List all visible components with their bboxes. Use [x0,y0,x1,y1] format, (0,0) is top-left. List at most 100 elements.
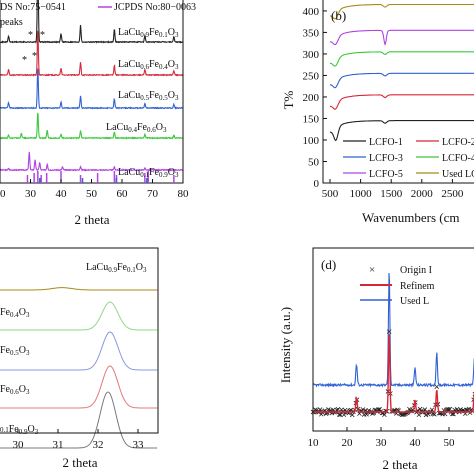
panel-d-label: (d) [321,257,336,272]
x-tick-label: 1500 [380,188,403,200]
panel-d: 10 20 30 40 50 Intensity (a.u.) 2 theta (d) … [278,247,474,472]
x-tick-label: 31 [53,439,64,451]
series-LCFO-1 [330,120,474,142]
x-tick-label: 80 [178,188,190,200]
panel-d-frame [312,247,474,432]
y-tick-label: 100 [303,135,320,147]
label-a-2: LaCu0.6Fe0.4O3 [118,59,179,71]
star-marker: * [32,51,37,62]
series-LCFO-3 [329,72,474,89]
panel-a: 20 30 40 50 60 70 80 2 theta DS No:75−0541 JCP… [0,0,196,227]
panel-b-xlabel: Wavenumbers (cm [362,210,460,225]
x-tick-label: 10 [308,437,320,449]
x-tick-label: 60 [117,188,129,200]
origin-point [341,412,347,418]
x-tick-label: 70 [147,188,159,200]
star-marker: * [28,30,33,41]
x-tick-label: 40 [410,437,422,449]
panel-b-series [329,3,474,142]
label-c-4: Fe0.6O3 [0,384,30,396]
origin-point [429,407,435,413]
panel-d-ylabel: Intensity (a.u.) [278,307,293,383]
legend-lcfo4: LCFO-4 [442,153,474,164]
label-c-2: Fe0.4O3 [0,307,30,319]
origin-point [377,407,382,412]
y-tick-label: 400 [303,6,320,18]
series-used [312,272,474,389]
origin-point [326,407,331,412]
y-tick-label: 0 [314,178,320,190]
label-a-4: LaCu0.4Fe0.6O3 [106,122,167,134]
series-Fe0.5O3 [0,331,158,371]
series-Used LCFO [330,3,474,20]
legend-lcfo1: LCFO-1 [369,137,403,148]
x-tick-label: 50 [86,188,98,200]
panel-b-legend: LCFO-1 LCFO-2 LCFO-3 LCFO-4 LCFO-5 Used … [343,137,474,180]
panel-d-ticks: 10 20 30 40 50 [308,427,456,449]
label-a-1: LaCu0.9Fe0.1O3 [118,27,179,39]
series-Fe0.4O3 [0,301,158,331]
origin-point [401,412,406,417]
x-tick-label: 30 [13,439,25,451]
origin-point [434,384,440,390]
series-refinement [313,334,474,413]
label-c-1: LaCu0.9Fe0.1O3 [86,262,147,274]
x-tick-label: 20 [0,188,6,200]
series-LaCu0.1Fe0.9O3 [0,0,183,44]
origin-point [338,412,343,418]
panel-d-legend: × Origin I Refinem Used L [360,264,435,307]
series-LaCu0.5Fe0.5O3 [0,68,183,110]
label-a-3: LaCu0.5Fe0.5O3 [118,90,179,102]
x-tick-label: 40 [56,188,68,200]
panel-c-ticks: 30 31 32 33 [13,429,144,451]
origin-point [364,412,369,417]
origin-point [417,406,423,412]
series-LCFO-4 [329,51,474,67]
origin-point [416,412,422,418]
origin-point [386,329,392,334]
legend-used-d: Used L [400,296,429,307]
star-marker: * [40,30,45,41]
series-LaCu0.6Fe0.4O3 [0,112,183,140]
origin-point [382,412,387,418]
series-Fe0.6O3 [0,365,158,409]
x-tick-label: 32 [93,439,104,451]
legend-lcfo3: LCFO-3 [369,153,403,164]
panel-a-legend: DS No:75−0541 JCPDS No:80−0063 peaks [0,2,196,28]
x-tick-label: 30 [376,437,388,449]
panel-d-series [310,272,474,418]
y-tick-label: 200 [303,92,320,104]
panel-d-xlabel: 2 theta [382,457,417,472]
series-LaCu0.9Fe0.1O3 [0,151,183,172]
panel-a-reference-marks [26,171,175,183]
panel-b-frame [322,0,474,184]
star-marker: * [22,55,27,66]
label-c-5: 0.1Fe0.9O3 [0,424,39,436]
label-c-3: Fe0.5O3 [0,345,30,357]
x-tick-label: 1000 [350,188,373,200]
origin-point [317,407,323,412]
legend-refine: Refinem [400,281,435,292]
series-0.1Fe0.9O3 [0,391,158,449]
origin-point [360,407,366,412]
legend-ds: DS No:75−0541 [0,2,66,13]
y-tick-label: 300 [303,49,320,61]
panel-a-series [0,0,183,172]
x-tick-label: 2000 [411,188,434,200]
series-LaCu0.9Fe0.1O3 [0,287,158,291]
panel-b-ylabel: T% [281,90,296,109]
legend-lcfo5: LCFO-5 [369,169,403,180]
origin-point [432,411,437,417]
x-tick-label: 30 [25,188,37,200]
legend-peaks: peaks [0,17,23,28]
panel-c-frame [0,247,159,434]
panel-b-ticks: 500 1000 1500 2000 2500 0 50 100 150 200 250 300 350… [303,6,464,200]
x-tick-label: 50 [444,437,456,449]
legend-origin-marker: × [369,264,375,276]
panel-a-xlabel: 2 theta [74,212,109,227]
x-tick-label: 2500 [441,188,464,200]
panel-b-label: (b) [331,8,346,23]
series-LCFO-5 [330,29,474,46]
panel-b: 500 1000 1500 2000 2500 0 50 100 150 200 250 300 350… [281,0,474,225]
